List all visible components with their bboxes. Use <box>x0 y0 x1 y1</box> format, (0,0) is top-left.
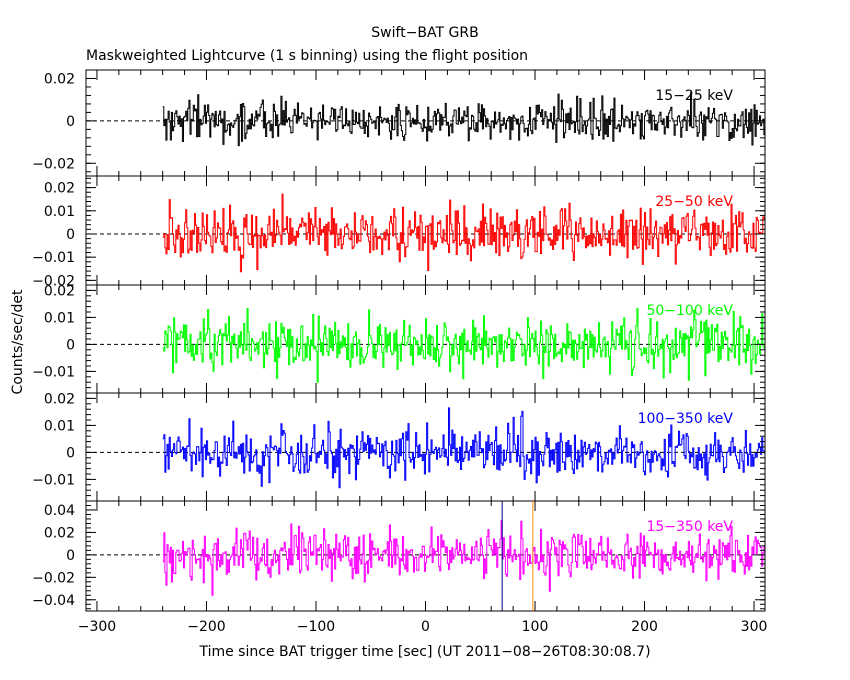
y-tick-label: 0.02 <box>44 181 75 197</box>
panel-4: 100−350 keV −0.01 0 0.01 0.02 <box>32 391 766 502</box>
light-curve-series <box>162 520 765 596</box>
y-tick-label: −0.02 <box>32 156 75 172</box>
y-tick-label: −0.02 <box>32 570 75 586</box>
light-curve-series <box>162 407 765 489</box>
y-tick-label: 0 <box>66 548 75 564</box>
y-tick-label: 0.02 <box>44 283 75 299</box>
y-tick-label: 0 <box>66 227 75 243</box>
chart-subtitle: Maskweighted Lightcurve (1 s binning) us… <box>86 48 528 64</box>
y-tick-label: 0.01 <box>44 310 75 326</box>
y-tick-label: −0.04 <box>32 593 75 609</box>
y-tick-label: 0.04 <box>44 503 75 519</box>
light-curve-series <box>162 92 765 147</box>
band-label: 15−350 keV <box>646 519 733 535</box>
x-tick-label: 100 <box>522 619 549 635</box>
chart-title: Swift−BAT GRB <box>371 25 478 41</box>
panel-2: 25−50 keV −0.02 −0.01 0 0.01 0.02 <box>32 175 766 289</box>
y-tick-label: 0.02 <box>44 71 75 87</box>
x-tick-label: −100 <box>297 619 335 635</box>
panel-3: 50−100 keV −0.01 0 0.01 0.02 <box>32 283 766 394</box>
panels-group: 15−25 keV −0.02 0 0.02 25−50 keV −0.02 −0.01 0 0… <box>32 69 768 635</box>
y-tick-label: −0.01 <box>32 472 75 488</box>
light-curve-series <box>162 193 765 273</box>
y-tick-label: 0.01 <box>44 418 75 434</box>
panel-1: 15−25 keV −0.02 0 0.02 <box>32 69 766 177</box>
x-tick-label: 200 <box>631 619 658 635</box>
x-tick-label: 300 <box>741 619 768 635</box>
light-curve-series <box>162 307 765 383</box>
band-label: 15−25 keV <box>655 88 733 104</box>
y-tick-label: 0 <box>66 114 75 130</box>
panel-frame <box>85 392 766 502</box>
x-tick-label: −200 <box>187 619 225 635</box>
y-tick-label: 0.02 <box>44 391 75 407</box>
y-tick-label: −0.02 <box>32 273 75 289</box>
y-tick-label: 0 <box>66 445 75 461</box>
y-tick-label: −0.01 <box>32 364 75 380</box>
y-tick-label: 0 <box>66 337 75 353</box>
panel-5: 15−350 keV −0.04 −0.02 0 0.02 0.04 <box>32 500 766 612</box>
x-tick-label: −300 <box>78 619 116 635</box>
y-tick-label: 0.01 <box>44 204 75 220</box>
band-label: 50−100 keV <box>646 303 733 319</box>
y-tick-label: −0.01 <box>32 250 75 266</box>
y-tick-label: 0.02 <box>44 525 75 541</box>
band-label: 100−350 keV <box>638 411 734 427</box>
band-label: 25−50 keV <box>655 194 733 210</box>
x-axis-label: Time since BAT trigger time [sec] (UT 20… <box>198 644 650 660</box>
y-axis-label: Counts/sec/det <box>10 289 26 394</box>
x-tick-label: 0 <box>421 619 430 635</box>
